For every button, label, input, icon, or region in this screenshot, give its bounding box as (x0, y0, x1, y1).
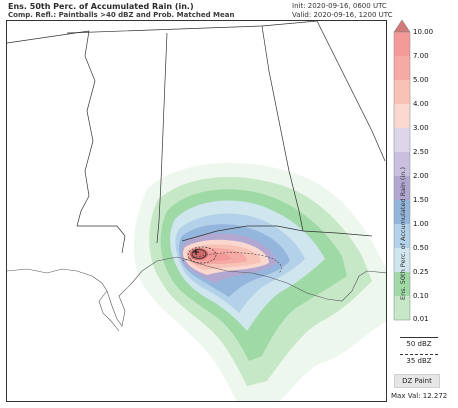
colorbar-outline (393, 31, 411, 321)
legend-35dbz-label: 35 dBZ (406, 357, 432, 365)
colorbar-bin-7.00 (394, 56, 410, 80)
colorbar-bin-1.00 (394, 224, 410, 248)
colorbar-bin-2.50 (394, 152, 410, 176)
35dbz-contour-trail (181, 252, 282, 274)
colorbar-tick-0.01: 0.01 (413, 315, 429, 323)
colorbar-bin-0.25 (394, 272, 410, 296)
colorbar-title: Ens. 50th Perc. of Accumulated Rain (in.… (399, 167, 407, 300)
storm-center-marker (193, 249, 199, 255)
colorbar-tick-10.00: 10.00 (413, 28, 434, 36)
35dbz-contour (187, 246, 217, 264)
50dbz-contour (191, 249, 207, 259)
map-panel (6, 20, 387, 402)
colorbar-tick-0.10: 0.10 (413, 292, 429, 300)
legend-50dbz-label: 50 dBZ (406, 340, 432, 348)
colorbar-bin-10.00 (394, 32, 410, 56)
colorbar-bin-4.00 (394, 104, 410, 128)
colorbar-tick-7.00: 7.00 (413, 52, 429, 60)
valid-time: Valid: 2020-09-16, 1200 UTC (292, 11, 393, 19)
colorbar-svg (393, 19, 411, 321)
colorbar-top-arrow (393, 19, 411, 33)
state-borders (7, 21, 386, 254)
max-value: Max Val: 12.272 (391, 392, 448, 400)
map-canvas (7, 21, 386, 401)
colorbar-bin-1.50 (394, 200, 410, 224)
colorbar-tick-4.00: 4.00 (413, 100, 429, 108)
colorbar-tick-2.00: 2.00 (413, 172, 429, 180)
colorbar-tick-0.25: 0.25 (413, 268, 429, 276)
colorbar-bin-0.10 (394, 296, 410, 320)
map-subtitle: Comp. Refl.: Paintballs >40 dBZ and Prob… (8, 11, 235, 19)
legend-35dbz-line (400, 354, 438, 355)
colorbar-bin-3.00 (394, 128, 410, 152)
legend-50dbz-line (400, 337, 438, 338)
colorbar-tick-3.00: 3.00 (413, 124, 429, 132)
colorbar-bin-5.00 (394, 80, 410, 104)
init-time: Init: 2020-09-16, 0600 UTC (292, 2, 387, 10)
map-title: Ens. 50th Perc. of Accumulated Rain (in.… (8, 2, 194, 11)
colorbar-bin-0.50 (394, 248, 410, 272)
colorbar-tick-1.50: 1.50 (413, 196, 429, 204)
coastline (7, 256, 386, 332)
colorbar-tick-5.00: 5.00 (413, 76, 429, 84)
header: Ens. 50th Perc. of Accumulated Rain (in.… (0, 0, 458, 20)
colorbar-tick-2.50: 2.50 (413, 148, 429, 156)
colorbar-tick-0.50: 0.50 (413, 244, 429, 252)
colorbar (392, 18, 412, 327)
colorbar-tick-1.00: 1.00 (413, 220, 429, 228)
dz-paint-button[interactable]: DZ Paint (394, 374, 440, 388)
colorbar-bin-2.00 (394, 176, 410, 200)
